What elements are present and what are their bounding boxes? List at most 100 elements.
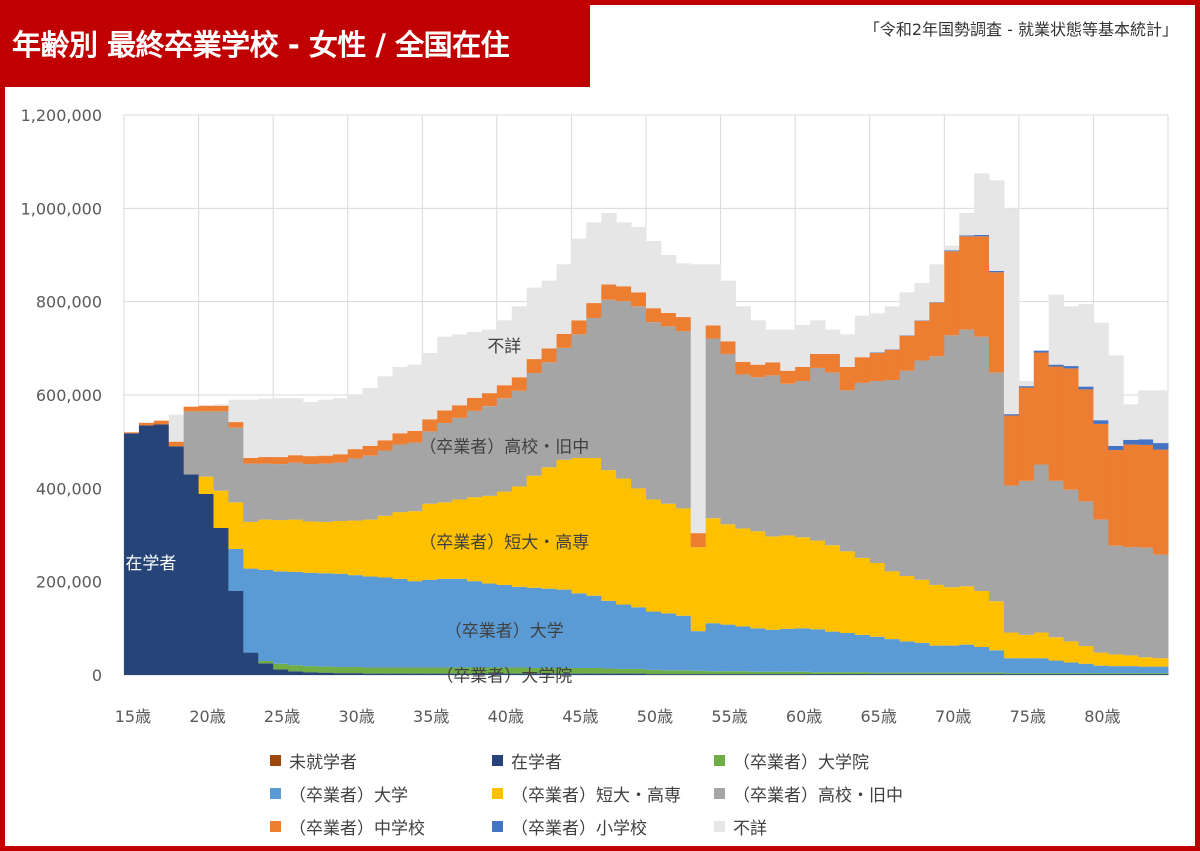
area-segment bbox=[571, 320, 587, 335]
area-segment bbox=[1078, 674, 1094, 675]
area-segment bbox=[824, 353, 841, 373]
area-segment bbox=[750, 674, 766, 675]
area-segment bbox=[317, 573, 334, 667]
x-tick-label: 80歳 bbox=[1084, 707, 1120, 726]
area-segment bbox=[317, 399, 334, 456]
legend-item: （卒業者）短大・高専 bbox=[492, 781, 681, 806]
area-segment bbox=[795, 537, 811, 629]
area-segment bbox=[750, 320, 766, 365]
area-segment bbox=[720, 624, 736, 672]
area-segment bbox=[467, 497, 483, 582]
area-segment bbox=[258, 457, 274, 464]
legend-swatch bbox=[714, 788, 725, 799]
area-segment bbox=[959, 674, 975, 675]
area-segment bbox=[660, 326, 677, 504]
x-tick-label: 50歳 bbox=[637, 707, 673, 726]
area-segment bbox=[1033, 673, 1050, 675]
area-segment bbox=[183, 406, 200, 412]
area-segment bbox=[780, 674, 796, 675]
area-segment bbox=[1138, 444, 1154, 548]
area-segment bbox=[690, 670, 707, 675]
area-segment bbox=[869, 563, 886, 637]
area-segment bbox=[1048, 366, 1065, 481]
x-axis-ticks: 15歳 20歳 25歳 30歳 35歳 40歳 45歳 50歳 55歳 60歳 65歳 70歳 75歳 8… bbox=[115, 707, 1121, 726]
area-segment bbox=[765, 375, 781, 537]
area-segment bbox=[884, 639, 901, 673]
area-segment bbox=[720, 671, 736, 675]
area-segment bbox=[616, 286, 632, 302]
area-segment bbox=[481, 673, 498, 675]
source-citation: 「令和2年国勢調査 - 就業状態等基本統計」 bbox=[863, 20, 1178, 39]
area-segment bbox=[616, 673, 632, 675]
area-segment bbox=[824, 329, 841, 354]
area-segment bbox=[705, 671, 722, 675]
area-segment bbox=[869, 353, 886, 381]
area-segment bbox=[347, 673, 364, 675]
area-segment bbox=[288, 462, 304, 520]
area-segment bbox=[1003, 632, 1020, 659]
area-segment bbox=[1003, 658, 1020, 674]
area-segment bbox=[228, 502, 244, 549]
area-segment bbox=[601, 213, 617, 285]
area-segment bbox=[496, 584, 513, 668]
area-segment bbox=[690, 674, 707, 675]
area-segment bbox=[213, 490, 229, 528]
area-segment bbox=[854, 672, 871, 675]
area-segment bbox=[258, 398, 274, 458]
area-segment bbox=[481, 406, 498, 496]
area-segment bbox=[914, 360, 930, 580]
area-segment bbox=[332, 573, 349, 668]
area-segment bbox=[347, 395, 364, 450]
legend-label: （卒業者）小学校 bbox=[511, 819, 647, 839]
area-segment bbox=[511, 377, 528, 391]
legend-swatch bbox=[714, 755, 725, 766]
area-segment bbox=[362, 519, 379, 577]
legend-item: 在学者 bbox=[492, 748, 562, 773]
area-segment bbox=[571, 593, 587, 668]
area-segment bbox=[914, 283, 930, 321]
area-annotation: 不詳 bbox=[487, 337, 521, 357]
legend-label: （卒業者）大学 bbox=[289, 786, 408, 806]
area-segment bbox=[213, 411, 229, 491]
area-segment bbox=[1108, 666, 1124, 674]
area-segment bbox=[1093, 420, 1109, 424]
area-segment bbox=[869, 313, 886, 353]
legend-item: （卒業者）小学校 bbox=[492, 814, 647, 839]
area-segment bbox=[1033, 632, 1050, 659]
area-segment bbox=[1018, 634, 1035, 659]
area-segment bbox=[675, 331, 692, 509]
area-segment bbox=[631, 673, 647, 675]
area-segment bbox=[1078, 386, 1094, 390]
area-segment bbox=[929, 302, 945, 357]
area-segment bbox=[929, 356, 945, 585]
area-segment bbox=[1123, 404, 1139, 440]
area-segment bbox=[780, 383, 796, 536]
area-segment bbox=[437, 673, 453, 675]
area-segment bbox=[1018, 480, 1035, 635]
area-segment bbox=[974, 234, 990, 237]
area-segment bbox=[660, 255, 677, 313]
area-segment bbox=[586, 673, 602, 675]
area-segment bbox=[989, 672, 1005, 675]
area-segment bbox=[496, 667, 513, 674]
area-segment bbox=[869, 674, 886, 675]
area-segment bbox=[1078, 663, 1094, 674]
area-segment bbox=[914, 672, 930, 675]
area-segment bbox=[660, 670, 677, 675]
area-segment bbox=[586, 668, 602, 674]
area-segment bbox=[317, 666, 334, 673]
area-segment bbox=[467, 673, 483, 675]
area-segment bbox=[720, 280, 736, 342]
area-segment bbox=[974, 674, 990, 675]
area-segment bbox=[750, 671, 766, 675]
area-segment bbox=[273, 398, 289, 458]
area-segment bbox=[288, 398, 304, 456]
area-segment bbox=[1123, 444, 1139, 548]
area-segment bbox=[765, 671, 781, 675]
area-segment bbox=[824, 631, 841, 673]
area-segment bbox=[362, 445, 379, 456]
area-segment bbox=[332, 673, 349, 675]
area-segment bbox=[839, 334, 856, 367]
area-segment bbox=[675, 674, 692, 675]
area-segment bbox=[601, 299, 617, 471]
